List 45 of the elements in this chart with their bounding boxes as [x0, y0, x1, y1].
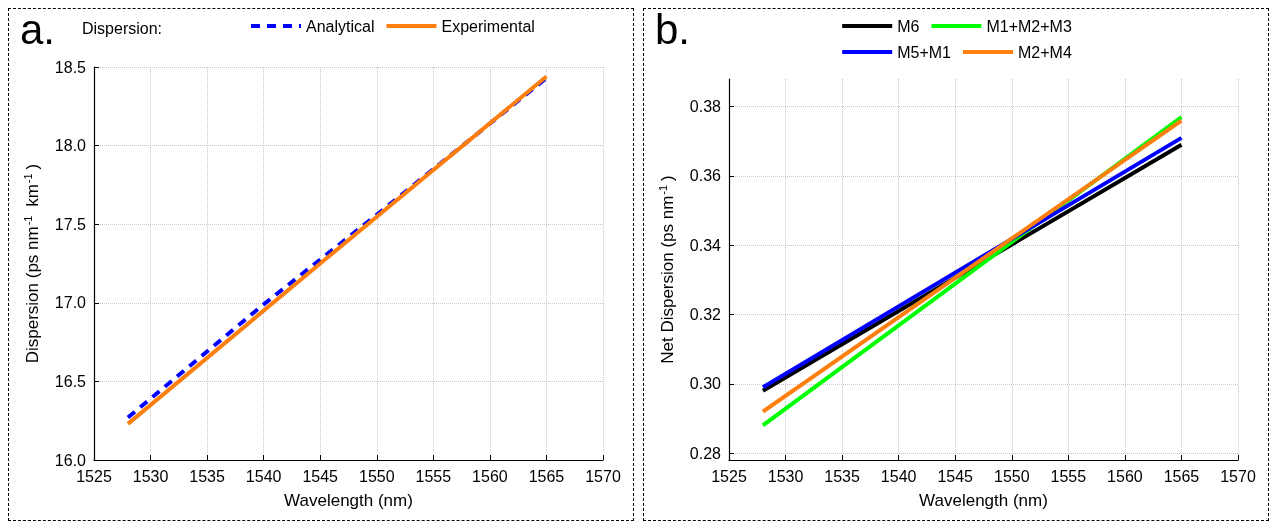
x-tick-label: 1525	[76, 467, 112, 485]
y-axis-title: Dispersion (ps nm-1 km-1)	[21, 163, 42, 364]
y-tick-label: 0.34	[689, 236, 722, 254]
x-tick-label: 1560	[1107, 467, 1143, 485]
x-tick-label: 1530	[132, 467, 169, 485]
legend-label: M2+M4	[1018, 43, 1072, 61]
y-tick-label: 0.30	[689, 375, 722, 393]
x-axis-title: Wavelength (nm)	[919, 491, 1048, 510]
legend-title: Dispersion:	[82, 19, 163, 37]
text: a.	[20, 5, 56, 53]
y-axis-title: Net Dispersion (ps nm-1)	[656, 175, 677, 364]
x-tick-label: 1550	[993, 467, 1030, 485]
x-tick-label: 1550	[358, 467, 395, 485]
legend-label: M6	[897, 17, 920, 35]
legend-label: Experimental	[441, 17, 535, 35]
x-tick-label: 1535	[189, 467, 226, 485]
y-tick-label: 18.5	[54, 58, 87, 76]
y-tick-label: 17.5	[54, 215, 87, 233]
x-axis-title: Wavelength (nm)	[284, 491, 413, 510]
text: b.	[655, 5, 691, 53]
y-tick-label: 0.32	[689, 306, 722, 324]
x-tick-label: 1555	[415, 467, 452, 485]
x-tick-label: 1530	[767, 467, 804, 485]
x-tick-label: 1545	[302, 467, 339, 485]
x-tick-label: 1535	[824, 467, 861, 485]
x-tick-label: 1545	[937, 467, 974, 485]
x-tick-label: 1540	[880, 467, 917, 485]
legend-label: M1+M2+M3	[986, 17, 1072, 35]
y-tick-label: 0.28	[689, 444, 722, 462]
y-tick-label: 17.0	[54, 294, 87, 312]
y-tick-label: 16.5	[54, 372, 87, 390]
y-tick-label: 0.38	[689, 98, 722, 116]
x-tick-label: 1570	[585, 467, 621, 485]
y-tick-label: 16.0	[54, 451, 87, 469]
y-tick-label: 0.36	[689, 167, 722, 185]
x-tick-label: 1560	[472, 467, 508, 485]
legend-label: M5+M1	[897, 43, 952, 61]
y-tick-label: 18.0	[54, 137, 87, 155]
x-tick-label: 1570	[1220, 467, 1256, 485]
x-tick-label: 1555	[1050, 467, 1087, 485]
x-tick-label: 1540	[245, 467, 282, 485]
x-tick-label: 1565	[1163, 467, 1200, 485]
x-tick-label: 1525	[711, 467, 747, 485]
legend-label: Analytical	[306, 17, 375, 35]
x-tick-label: 1565	[528, 467, 565, 485]
